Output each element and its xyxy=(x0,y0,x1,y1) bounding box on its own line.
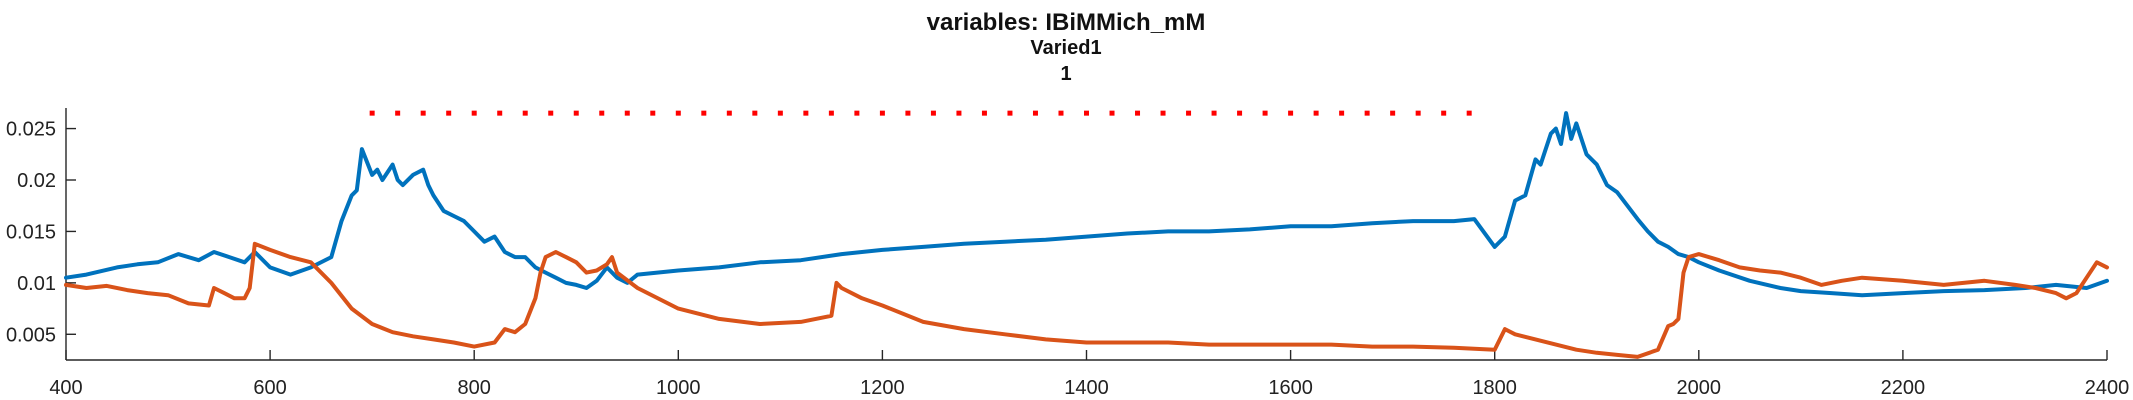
red-marker xyxy=(930,110,936,116)
red-marker xyxy=(624,110,630,116)
x-tick-label: 2400 xyxy=(2085,377,2130,399)
x-tick-label: 1400 xyxy=(1064,377,1109,399)
y-tick-label: 0.015 xyxy=(6,221,56,243)
x-tick-label: 1200 xyxy=(860,377,905,399)
red-marker xyxy=(446,110,452,116)
red-marker xyxy=(675,110,681,116)
x-tick-label: 800 xyxy=(458,377,491,399)
red-marker xyxy=(471,110,477,116)
red-marker xyxy=(1415,110,1421,116)
red-marker xyxy=(420,110,426,116)
x-tick-label: 1800 xyxy=(1472,377,1517,399)
red-marker xyxy=(752,110,758,116)
series-layer xyxy=(64,111,2109,359)
chart-subtitle: Varied1 xyxy=(1030,37,1101,59)
red-marker xyxy=(395,110,401,116)
red-marker xyxy=(1364,110,1370,116)
red-marker xyxy=(1211,110,1217,116)
x-tick-label: 600 xyxy=(253,377,286,399)
red-marker xyxy=(1109,110,1115,116)
red-marker xyxy=(956,110,962,116)
red-marker xyxy=(828,110,834,116)
red-marker xyxy=(573,110,579,116)
axes: 400 600 800 1000 1200 1400 1600 1800 2000 2200 240… xyxy=(6,108,2129,399)
red-marker xyxy=(777,110,783,116)
series-line-1 xyxy=(64,111,2109,298)
red-marker xyxy=(1262,110,1268,116)
marker-layer xyxy=(369,110,1472,116)
x-tick-label: 1600 xyxy=(1268,377,1313,399)
red-marker xyxy=(1313,110,1319,116)
y-tick-label: 0.025 xyxy=(6,119,56,141)
red-marker xyxy=(369,110,375,116)
red-marker xyxy=(1237,110,1243,116)
series-line-2 xyxy=(64,241,2109,359)
red-marker xyxy=(701,110,707,116)
chart-title: variables: IBiMMich_mM xyxy=(927,9,1206,36)
red-marker xyxy=(1390,110,1396,116)
red-marker xyxy=(650,110,656,116)
x-tick-label: 2000 xyxy=(1677,377,1722,399)
red-marker xyxy=(1058,110,1064,116)
red-marker xyxy=(879,110,885,116)
red-marker xyxy=(726,110,732,116)
x-tick-label: 1000 xyxy=(656,377,701,399)
red-marker xyxy=(1084,110,1089,116)
red-marker xyxy=(803,110,809,116)
red-marker xyxy=(1186,110,1192,116)
red-marker xyxy=(1288,110,1294,116)
red-marker xyxy=(1032,110,1038,116)
red-marker xyxy=(1135,110,1141,116)
red-marker xyxy=(981,110,987,116)
x-tick-label: 2200 xyxy=(1881,377,1926,399)
chart-subtitle-2: 1 xyxy=(1060,63,1071,85)
red-marker xyxy=(1466,110,1472,116)
red-marker xyxy=(905,110,911,116)
red-marker xyxy=(522,110,528,116)
y-tick-label: 0.01 xyxy=(17,273,56,295)
red-marker xyxy=(1007,110,1013,116)
x-tick-label: 400 xyxy=(49,377,82,399)
red-marker xyxy=(854,110,860,116)
red-marker xyxy=(548,110,554,116)
y-tick-label: 0.005 xyxy=(6,324,56,346)
red-marker xyxy=(1441,110,1447,116)
red-marker xyxy=(599,110,605,116)
red-marker xyxy=(1160,110,1166,116)
y-tick-label: 0.02 xyxy=(17,170,56,192)
red-marker xyxy=(497,110,503,116)
red-marker xyxy=(1339,110,1345,116)
